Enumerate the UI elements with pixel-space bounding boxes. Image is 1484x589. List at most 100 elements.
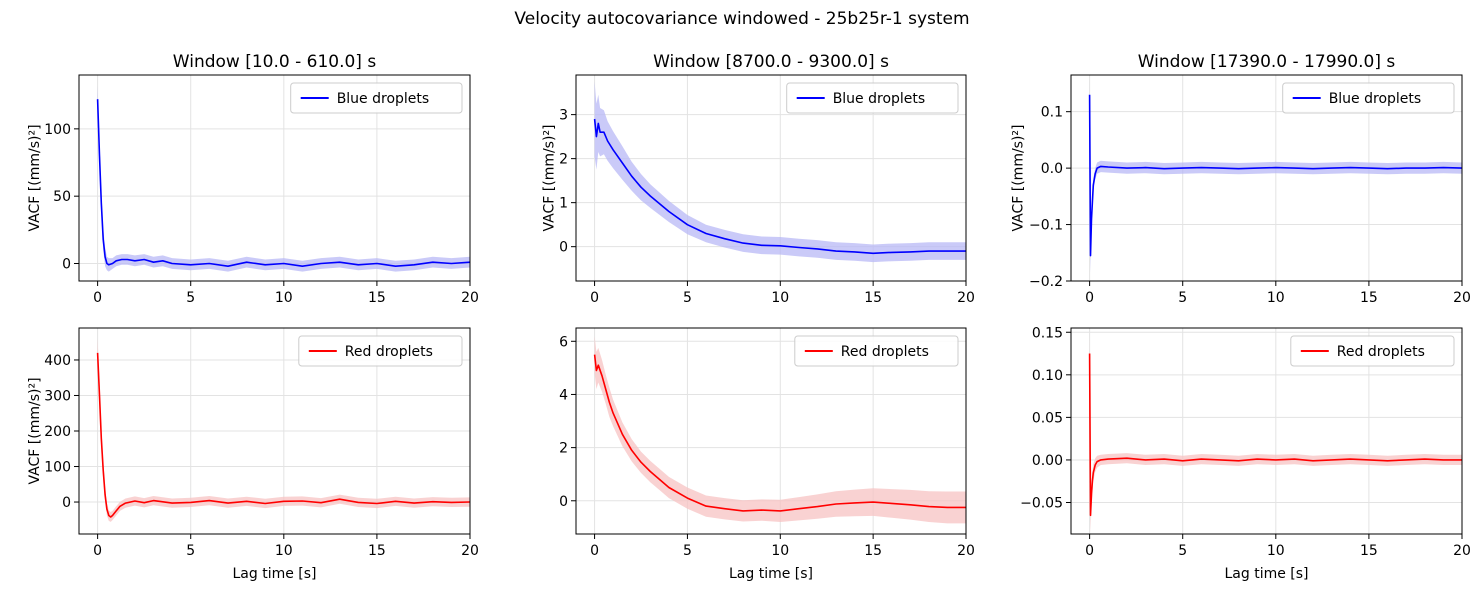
x-tick-label: 5: [683, 543, 692, 559]
legend-label: Blue droplets: [833, 91, 926, 107]
plot-area: [593, 336, 966, 524]
subplot-p12: 0 5 10 15 20 0 1 2 3 Window [8700.0 - 9300.0] s VA…: [541, 52, 975, 306]
y-tick-label: 6: [559, 334, 568, 350]
y-tick-label: −0.1: [1029, 218, 1063, 234]
y-tick-label: 0.15: [1032, 325, 1063, 341]
x-tick-label: 5: [186, 290, 195, 306]
y-axis-label: VACF [(mm/s)²]: [27, 124, 43, 231]
x-tick-label: 20: [461, 543, 479, 559]
y-tick-label: 100: [44, 460, 71, 476]
series-line-blue: [1088, 94, 1462, 257]
axes-frame: [575, 74, 967, 282]
y-tick-label: −0.05: [1020, 496, 1063, 512]
legend: Blue droplets: [1282, 82, 1455, 114]
legend-label: Red droplets: [841, 344, 929, 360]
y-tick-label: 2: [559, 441, 568, 457]
subplot-title: Window [10.0 - 610.0] s: [173, 52, 377, 72]
plot-area: [96, 85, 470, 272]
error-band-red: [594, 336, 966, 524]
x-tick-label: 10: [275, 543, 293, 559]
x-tick-label: 10: [1267, 543, 1285, 559]
legend-label: Blue droplets: [337, 91, 430, 107]
y-tick-label: 4: [559, 387, 568, 403]
figure-title: Velocity autocovariance windowed - 25b25…: [514, 9, 969, 29]
y-tick-label: 300: [44, 388, 71, 404]
x-axis-label: Lag time [s]: [1224, 566, 1308, 582]
x-tick-label: 20: [957, 290, 975, 306]
legend: Blue droplets: [786, 82, 959, 114]
series-line-red: [1088, 353, 1462, 517]
x-tick-label: 20: [461, 290, 479, 306]
error-band-red: [97, 338, 470, 522]
error-band-blue: [594, 81, 966, 263]
axes-frame: [78, 74, 471, 282]
series-line-red: [593, 354, 966, 512]
y-tick-label: 0.00: [1032, 453, 1063, 469]
y-tick-label: 0: [559, 494, 568, 510]
y-tick-label: 1: [559, 196, 568, 212]
y-tick-label: 200: [44, 424, 71, 440]
x-tick-label: 20: [1453, 290, 1471, 306]
legend-box: [290, 82, 463, 114]
x-tick-label: 0: [93, 290, 102, 306]
x-tick-label: 10: [275, 290, 293, 306]
x-tick-label: 10: [771, 543, 789, 559]
x-tick-label: 15: [864, 543, 882, 559]
legend-box: [298, 335, 463, 367]
x-tick-label: 10: [1267, 290, 1285, 306]
axes-frame: [575, 327, 967, 535]
x-tick-label: 0: [93, 543, 102, 559]
legend-label: Red droplets: [1337, 344, 1425, 360]
x-tick-label: 10: [771, 290, 789, 306]
subplot-p11: 0 5 10 15 20 0 50 100 Window [10.0 - 610.0] s VAC…: [27, 52, 479, 306]
y-tick-label: 0.1: [1041, 105, 1063, 121]
subplot-p13: 0 5 10 15 20 −0.2 −0.1 0.0 0.1 Window [17390.0 - …: [1011, 52, 1471, 306]
series-line-red: [96, 352, 470, 518]
legend-box: [786, 82, 959, 114]
legend: Red droplets: [794, 335, 959, 367]
series-line-blue: [593, 118, 966, 255]
x-tick-label: 5: [683, 290, 692, 306]
y-tick-label: 100: [44, 122, 71, 138]
y-tick-label: −0.2: [1029, 274, 1063, 290]
x-tick-label: 5: [186, 543, 195, 559]
plot-area: [1088, 80, 1462, 273]
y-tick-label: 0.05: [1032, 410, 1063, 426]
legend-box: [794, 335, 959, 367]
subplot-p22: 0 5 10 15 20 0 2 4 6 Lag time [s] Red droplets: [559, 327, 975, 582]
subplot-title: Window [17390.0 - 17990.0] s: [1138, 52, 1396, 72]
x-axis-label: Lag time [s]: [729, 566, 813, 582]
x-tick-label: 20: [957, 543, 975, 559]
y-axis-label: VACF [(mm/s)²]: [1011, 124, 1027, 231]
subplot-p23: 0 5 10 15 20 −0.05 0.00 0.05 0.10 0.15 Lag time [s…: [1020, 325, 1471, 582]
y-tick-label: 50: [53, 189, 71, 205]
legend: Red droplets: [1290, 335, 1455, 367]
plot-area: [593, 81, 966, 263]
series-line-blue: [96, 99, 470, 268]
y-tick-label: 3: [559, 108, 568, 124]
legend-label: Red droplets: [345, 344, 433, 360]
x-tick-label: 15: [864, 290, 882, 306]
y-axis-label: VACF [(mm/s)²]: [27, 377, 43, 484]
legend-box: [1282, 82, 1455, 114]
y-tick-label: 0: [62, 256, 71, 272]
x-tick-label: 5: [1178, 290, 1187, 306]
plot-area: [96, 338, 470, 522]
legend: Red droplets: [298, 335, 463, 367]
y-tick-label: 0: [62, 495, 71, 511]
x-tick-label: 15: [368, 290, 386, 306]
y-axis-label: VACF [(mm/s)²]: [541, 124, 557, 231]
x-tick-label: 15: [368, 543, 386, 559]
axes-frame: [1070, 74, 1463, 282]
y-tick-label: 2: [559, 152, 568, 168]
x-tick-label: 0: [590, 290, 599, 306]
axes-frame: [1070, 327, 1463, 535]
legend-label: Blue droplets: [1329, 91, 1422, 107]
x-tick-label: 0: [590, 543, 599, 559]
x-tick-label: 0: [1085, 543, 1094, 559]
x-tick-label: 15: [1360, 290, 1378, 306]
x-tick-label: 0: [1085, 290, 1094, 306]
